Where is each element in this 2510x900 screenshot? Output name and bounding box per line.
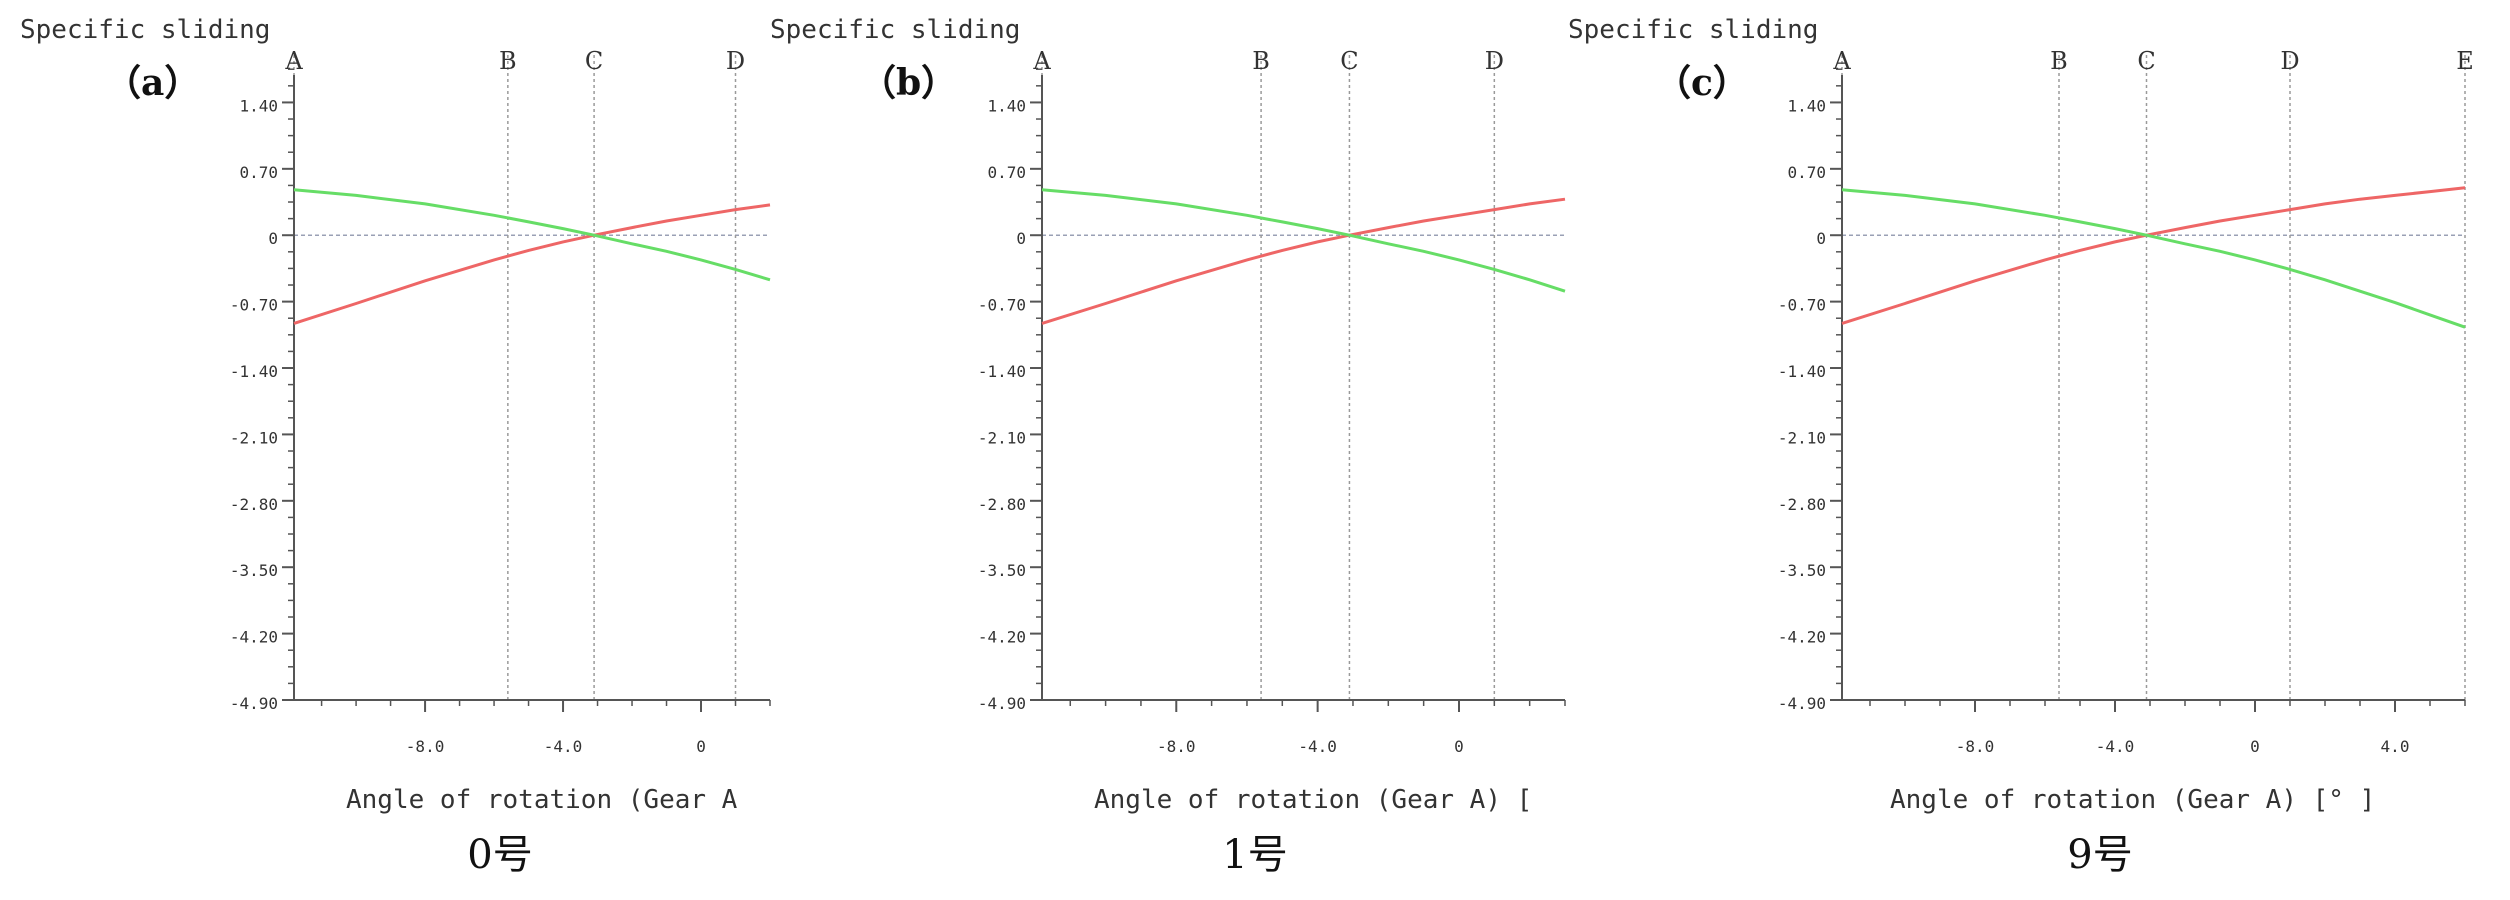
- chart-panel-1: Specific sliding （a） A B C D 1.40 0.70 0 -0.70 -1.…: [20, 15, 771, 878]
- y-tick-label: -2.80: [978, 495, 1026, 514]
- y-tick-label: 0: [1016, 229, 1026, 248]
- panel-label: （c）: [1655, 62, 1749, 104]
- y-tick-label: -2.10: [230, 428, 278, 447]
- x-tick-label: -8.0: [406, 737, 445, 756]
- y-tick-label: 0: [268, 229, 278, 248]
- y-tick-label: -2.10: [1778, 428, 1826, 447]
- y-tick-label: -3.50: [978, 561, 1026, 580]
- point-label-D: D: [2280, 47, 2299, 75]
- point-label-C: C: [585, 47, 603, 75]
- point-label-A: A: [284, 47, 303, 75]
- y-tick-label: -4.20: [978, 628, 1026, 647]
- y-tick-label: 0.70: [1787, 163, 1826, 182]
- panel-caption: 1号: [1222, 832, 1287, 878]
- y-tick-label: -4.90: [978, 694, 1026, 713]
- x-tick-label: -4.0: [544, 737, 583, 756]
- point-label-A: A: [1832, 47, 1851, 75]
- y-tick-label: -2.80: [1778, 495, 1826, 514]
- y-tick-label: -4.20: [1778, 628, 1826, 647]
- y-tick-label: -4.20: [230, 628, 278, 647]
- series-line-2: [1041, 188, 1566, 293]
- series-line-2: [1841, 188, 2466, 329]
- x-tick-label: 0: [2250, 737, 2260, 756]
- x-tick-label: 4.0: [2381, 737, 2410, 756]
- y-tick-label: 0: [1816, 229, 1826, 248]
- panel-label: （a）: [105, 62, 200, 104]
- y-tick-label: -0.70: [1778, 296, 1826, 315]
- x-tick-label: -8.0: [1157, 737, 1196, 756]
- x-tick-label: 0: [1454, 737, 1464, 756]
- chart-panel-2: Specific sliding （b） A B C D 1.40 0.70 0 -0.70 -1.…: [770, 15, 1566, 878]
- point-label-C: C: [2137, 47, 2155, 75]
- point-label-B: B: [1252, 47, 1270, 75]
- y-tick-label: -4.90: [1778, 694, 1826, 713]
- point-label-B: B: [499, 47, 517, 75]
- panel-label: （b）: [860, 62, 957, 104]
- y-tick-label: -0.70: [978, 296, 1026, 315]
- y-tick-label: 0.70: [987, 163, 1026, 182]
- x-tick-label: -8.0: [1956, 737, 1995, 756]
- y-tick-label: 1.40: [987, 96, 1026, 115]
- y-tick-label: -1.40: [1778, 362, 1826, 381]
- x-axis-title: Angle of rotation (Gear A) [° ]: [1890, 785, 2375, 815]
- panel-caption: 9号: [2067, 832, 2132, 878]
- panel-caption: 0号: [467, 832, 532, 878]
- point-label-A: A: [1032, 47, 1051, 75]
- x-axis-title: Angle of rotation (Gear A) [: [1094, 785, 1532, 815]
- y-tick-label: -2.80: [230, 495, 278, 514]
- y-tick-label: 0.70: [239, 163, 278, 182]
- y-tick-label: 1.40: [1787, 96, 1826, 115]
- point-label-D: D: [726, 47, 745, 75]
- y-tick-label: -4.90: [230, 694, 278, 713]
- series-line-1: [1041, 197, 1566, 325]
- point-label-D: D: [1485, 47, 1504, 75]
- y-axis-title: Specific sliding: [770, 15, 1020, 45]
- chart-panel-3: Specific sliding （c） A B C D E 1.40 0.70 0 -0.70 -1…: [1568, 15, 2474, 878]
- y-tick-label: -3.50: [1778, 561, 1826, 580]
- y-tick-label: -2.10: [978, 428, 1026, 447]
- y-tick-label: 1.40: [239, 96, 278, 115]
- point-label-B: B: [2050, 47, 2068, 75]
- y-axis-title: Specific sliding: [20, 15, 270, 45]
- series-line-2: [293, 188, 771, 282]
- series-line-1: [293, 203, 771, 325]
- x-axis-title: Angle of rotation (Gear A: [346, 785, 738, 815]
- y-tick-label: -3.50: [230, 561, 278, 580]
- x-tick-label: 0: [696, 737, 706, 756]
- point-label-C: C: [1340, 47, 1358, 75]
- y-axis-title: Specific sliding: [1568, 15, 1818, 45]
- y-tick-label: -0.70: [230, 296, 278, 315]
- y-tick-label: -1.40: [230, 362, 278, 381]
- series-line-1: [1841, 186, 2466, 325]
- x-tick-label: -4.0: [2096, 737, 2135, 756]
- point-label-E: E: [2456, 47, 2474, 75]
- y-tick-label: -1.40: [978, 362, 1026, 381]
- x-tick-label: -4.0: [1298, 737, 1337, 756]
